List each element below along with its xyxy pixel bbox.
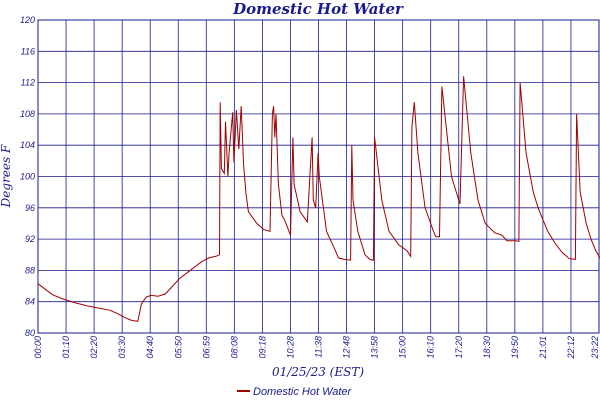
y-tick-label: 116	[21, 46, 35, 56]
x-tick-label: 13:58	[370, 336, 380, 359]
y-tick-label: 92	[25, 234, 35, 244]
x-tick-label: 21:01	[538, 336, 548, 360]
series-line-domestic-hot-water	[37, 76, 600, 322]
y-tick-label: 88	[25, 265, 35, 275]
x-tick-label: 16:10	[426, 336, 436, 359]
y-tick-label: 100	[20, 172, 35, 182]
y-tick-label: 84	[25, 297, 35, 307]
x-tick-label: 04:40	[145, 336, 155, 359]
x-tick-label: 06:59	[201, 336, 211, 359]
x-tick-label: 05:50	[173, 336, 183, 359]
x-tick-label: 10:28	[285, 336, 295, 359]
x-tick-label: 02:20	[89, 336, 99, 359]
y-tick-label: 108	[20, 109, 35, 119]
x-tick-label: 01:10	[61, 336, 71, 359]
y-tick-label: 80	[25, 328, 35, 338]
y-tick-label: 104	[20, 140, 35, 150]
x-tick-label: 23:22	[590, 336, 600, 360]
x-tick-label: 03:30	[117, 336, 127, 359]
y-axis-ticks: 80 84 88 92 96 100 104 108 112 116 120	[20, 15, 35, 338]
x-tick-label: 00:00	[33, 336, 43, 359]
grid	[37, 19, 600, 334]
legend-label: Domestic Hot Water	[253, 386, 353, 398]
x-tick-label: 11:38	[314, 336, 324, 358]
y-tick-label: 120	[20, 15, 35, 25]
x-axis-ticks: 00:00 01:10 02:20 03:30 04:40 05:50 06:59 08:08…	[33, 336, 600, 360]
x-tick-label: 19:50	[510, 336, 520, 359]
x-tick-label: 22:12	[566, 336, 576, 360]
x-axis-label: 01/25/23 (EST)	[272, 365, 364, 379]
x-tick-label: 12:48	[342, 336, 352, 359]
y-axis-label: Degrees F	[0, 144, 13, 208]
y-tick-label: 96	[25, 203, 35, 213]
x-tick-label: 15:00	[398, 336, 408, 359]
x-tick-label: 09:18	[257, 336, 267, 359]
chart-title: Domestic Hot Water	[232, 0, 404, 18]
x-tick-label: 18:30	[482, 336, 492, 359]
x-tick-label: 17:20	[454, 336, 464, 359]
y-tick-label: 112	[21, 78, 35, 88]
plot-frame	[37, 19, 600, 334]
x-tick-label: 08:08	[229, 336, 239, 359]
